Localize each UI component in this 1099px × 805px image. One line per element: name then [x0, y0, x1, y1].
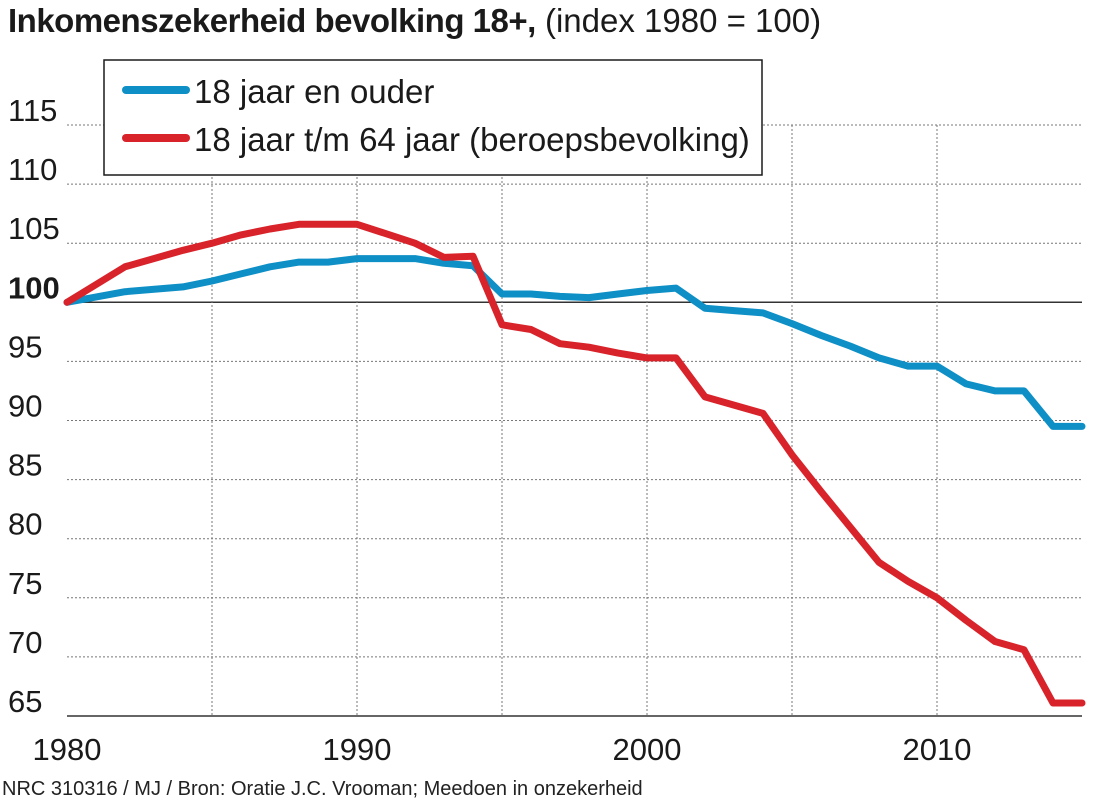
legend-label-18-64: 18 jaar t/m 64 jaar (beroepsbevolking)	[194, 121, 750, 158]
y-tick-label: 110	[8, 152, 57, 187]
y-axis-ticks: 115 110 105 100 95 90 85 80 75 70 65	[8, 93, 60, 719]
y-tick-label: 100	[8, 270, 60, 305]
y-tick-label: 115	[8, 93, 57, 128]
series-line-blue	[63, 255, 1086, 430]
y-tick-label: 70	[8, 625, 42, 660]
x-tick-label: 2010	[903, 732, 972, 767]
x-tick-label: 1990	[323, 732, 392, 767]
x-tick-label: 1980	[33, 732, 102, 767]
chart-title-sub: (index 1980 = 100)	[544, 2, 822, 39]
y-tick-label: 95	[8, 329, 42, 364]
y-tick-label: 80	[8, 507, 42, 542]
source-credit: NRC 310316 / MJ / Bron: Oratie J.C. Vroo…	[2, 778, 643, 800]
series-layer	[63, 220, 1086, 707]
legend-label-18-plus: 18 jaar en ouder	[194, 73, 434, 110]
grid-layer	[67, 124, 1082, 717]
y-tick-label: 85	[8, 448, 42, 483]
series-line-red	[63, 220, 1086, 707]
y-tick-label: 75	[8, 566, 42, 601]
y-tick-label: 90	[8, 389, 42, 424]
line-chart: 115 110 105 100 95 90 85 80 75 70 65 1980 1990 2000 2…	[8, 59, 1086, 767]
legend-box	[103, 59, 763, 176]
y-tick-label: 65	[8, 684, 42, 719]
x-axis-ticks: 1980 1990 2000 2010	[33, 732, 972, 767]
chart-title: Inkomenszekerheid bevolking 18+, (index …	[8, 2, 821, 40]
y-tick-label: 105	[8, 211, 60, 246]
chart-title-main: Inkomenszekerheid bevolking 18+,	[8, 2, 536, 39]
legend: 18 jaar en ouder 18 jaar t/m 64 jaar (be…	[103, 59, 763, 176]
x-tick-label: 2000	[613, 732, 682, 767]
